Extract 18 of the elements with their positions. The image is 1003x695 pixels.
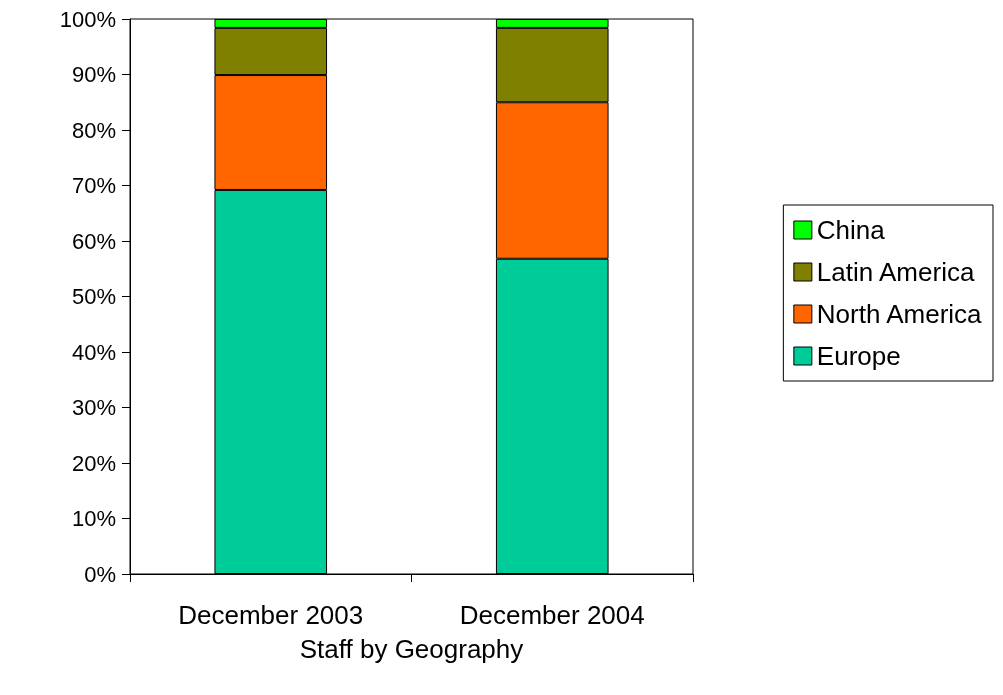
legend-label: Latin America xyxy=(816,257,975,287)
y-tick-label: 50% xyxy=(71,284,116,309)
legend-label: China xyxy=(816,215,886,245)
legend-label: North America xyxy=(816,299,983,329)
y-tick-label: 70% xyxy=(71,173,116,198)
x-tick-label: December 2004 xyxy=(459,600,645,630)
y-tick-label: 0% xyxy=(84,561,116,587)
y-tick-label: 40% xyxy=(71,339,116,365)
x-tick-label: December 2003 xyxy=(178,600,364,630)
y-tick-label: 10% xyxy=(71,506,116,531)
y-tick-label: 30% xyxy=(71,395,116,420)
y-tick-label: 90% xyxy=(71,62,116,87)
legend-label: Europe xyxy=(816,341,901,371)
y-tick-label: 20% xyxy=(71,450,116,476)
y-tick-label: 80% xyxy=(71,117,116,143)
y-tick-label: 60% xyxy=(71,228,116,254)
y-tick-label: 100% xyxy=(59,6,116,32)
x-axis-title: Staff by Geography xyxy=(299,634,524,664)
